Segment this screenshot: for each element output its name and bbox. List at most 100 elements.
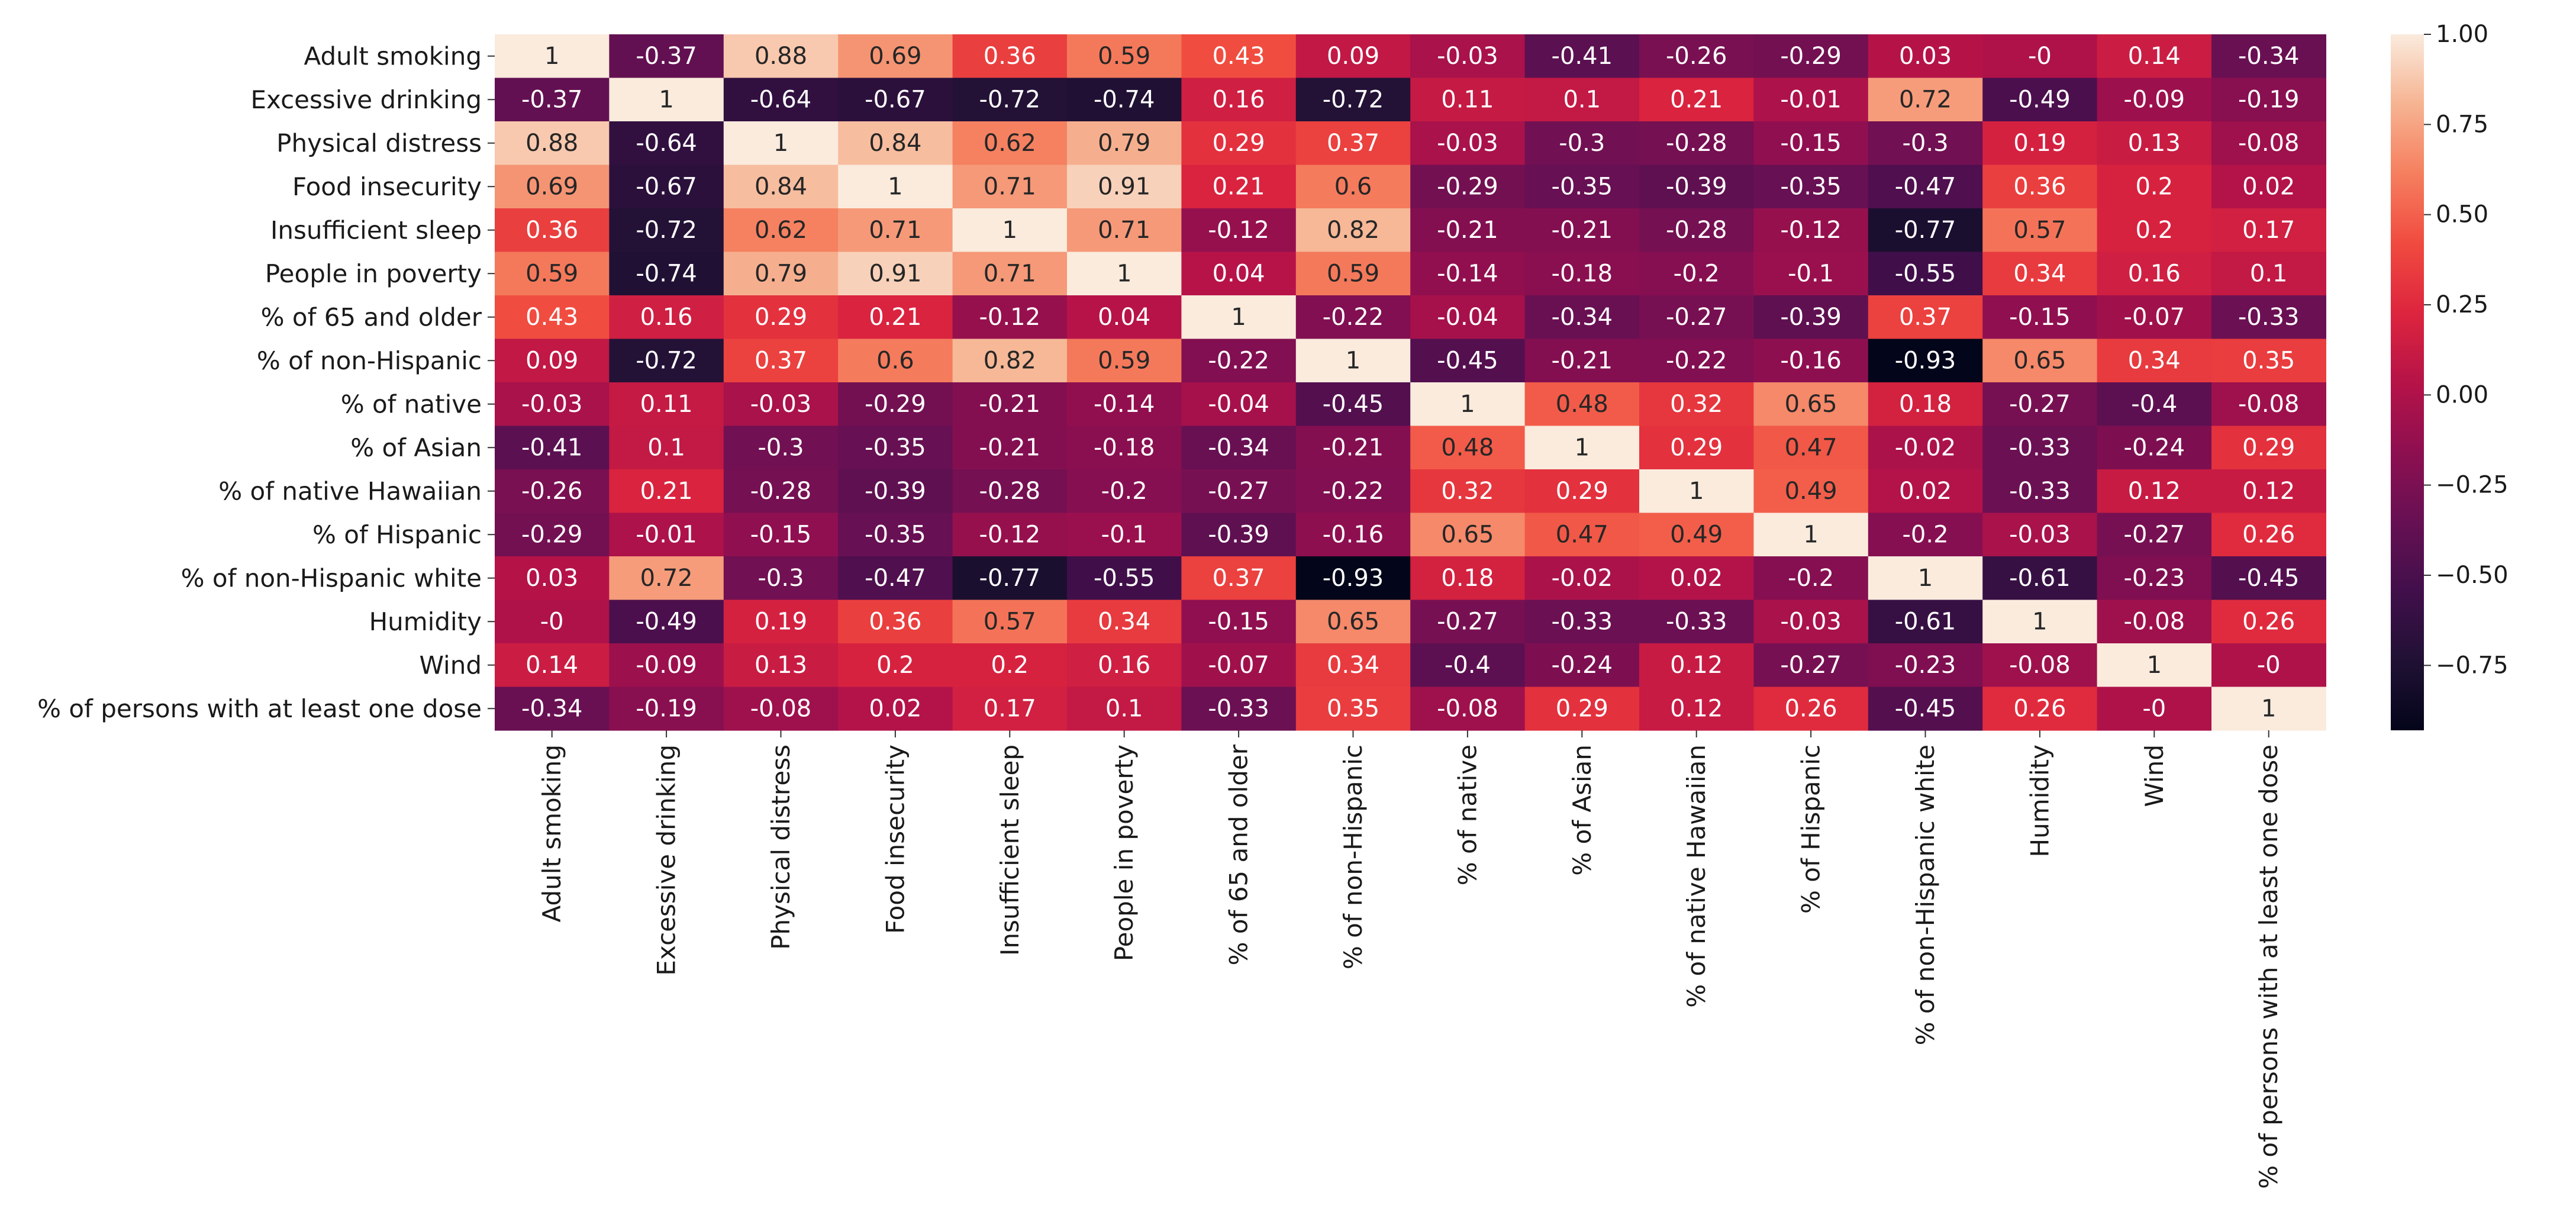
- cell-value-label: 0.2: [2135, 173, 2173, 200]
- cell-value-label: -0.07: [2124, 304, 2185, 331]
- cell-value-label: 0.65: [2013, 347, 2066, 374]
- cell-value-label: 0.59: [1098, 347, 1150, 374]
- heatmap-cell: [2211, 121, 2326, 166]
- cell-value-label: 0.09: [525, 347, 578, 374]
- cell-value-label: -0.1: [1101, 521, 1147, 548]
- heatmap-cell: [2097, 121, 2212, 166]
- heatmap-cell: [2097, 556, 2212, 601]
- cell-value-label: 0.12: [1670, 695, 1723, 722]
- heatmap-cell: [952, 295, 1068, 340]
- cell-value-label: 0.82: [984, 347, 1036, 374]
- heatmap-cell: [2097, 339, 2212, 383]
- cell-value-label: 1: [1117, 260, 1131, 287]
- heatmap-cell: [1410, 687, 1526, 731]
- heatmap-cell: [952, 121, 1068, 166]
- cell-value-label: -0.02: [1552, 565, 1613, 592]
- cell-value-label: 0.26: [2242, 608, 2295, 635]
- heatmap-cell: [1982, 426, 2098, 470]
- y-tick-label: % of persons with at least one dose: [37, 694, 482, 723]
- heatmap-cell: [495, 208, 610, 253]
- cell-value-label: -0.01: [636, 521, 697, 548]
- cell-value-label: -0.26: [1666, 43, 1727, 70]
- heatmap-cell: [1410, 382, 1526, 427]
- cell-value-label: -0.67: [636, 173, 697, 200]
- heatmap-cell: [952, 165, 1068, 209]
- heatmap-cell: [1753, 513, 1869, 557]
- cell-value-label: -0.35: [1780, 173, 1842, 200]
- heatmap-cell: [723, 426, 839, 470]
- cell-value-label: 0.36: [2013, 173, 2066, 200]
- heatmap-cell: [1181, 252, 1297, 296]
- heatmap-cell: [1181, 339, 1297, 383]
- cell-value-label: -0.28: [1666, 130, 1727, 157]
- heatmap-cell: [1982, 34, 2098, 79]
- heatmap-cell: [495, 687, 610, 731]
- heatmap-cell: [1067, 34, 1182, 79]
- cell-value-label: 0.18: [1441, 565, 1494, 592]
- heatmap-cell: [952, 78, 1068, 122]
- heatmap-cell: [1868, 687, 1983, 731]
- cell-value-label: 0.36: [525, 217, 578, 244]
- cell-value-label: -0.24: [1552, 652, 1613, 679]
- heatmap-cell: [1295, 469, 1411, 514]
- colorbar-tick-label: 0.50: [2436, 201, 2488, 228]
- heatmap-cell: [609, 643, 724, 688]
- cell-value-label: 0.34: [1327, 652, 1379, 679]
- y-axis-tick-labels: Adult smoking Excessive drinking Physical …: [37, 41, 495, 723]
- x-tick-label: People in poverty: [1110, 745, 1139, 961]
- heatmap-cell: [723, 121, 839, 166]
- x-tick-label: % of Asian: [1568, 745, 1597, 876]
- heatmap-cell: [1639, 426, 1754, 470]
- cell-value-label: 0.88: [525, 130, 578, 157]
- cell-value-label: 0.16: [1098, 652, 1150, 679]
- heatmap-cell: [1982, 78, 2098, 122]
- cell-value-label: 0.16: [640, 304, 693, 331]
- cell-value-label: -0.33: [1666, 608, 1727, 635]
- cell-value-label: -0.27: [2009, 391, 2071, 418]
- cell-value-label: 0.21: [869, 304, 921, 331]
- heatmap-cell: [1410, 295, 1526, 340]
- cell-value-label: -0.21: [1552, 217, 1613, 244]
- cell-value-label: 1: [1575, 434, 1590, 461]
- cell-value-label: 0.62: [984, 130, 1036, 157]
- cell-value-label: 0.26: [1785, 695, 1837, 722]
- cell-value-label: 0.29: [755, 304, 807, 331]
- cell-value-label: -0.33: [1208, 695, 1269, 722]
- heatmap-cell: [1868, 252, 1983, 296]
- y-tick-label: % of native Hawaiian: [218, 476, 482, 505]
- x-tick-label: Excessive drinking: [652, 745, 681, 976]
- cell-value-label: -0.72: [979, 86, 1041, 113]
- heatmap-cell: [2097, 426, 2212, 470]
- heatmap-cell: [952, 34, 1068, 79]
- cell-value-label: 0.6: [1334, 173, 1372, 200]
- heatmap-cell: [1181, 600, 1297, 644]
- cell-value-label: -0.21: [979, 434, 1041, 461]
- heatmap-cell: [1181, 643, 1297, 688]
- cell-value-label: -0.72: [1323, 86, 1384, 113]
- heatmap-cell: [723, 382, 839, 427]
- heatmap-cell: [1295, 382, 1411, 427]
- heatmap-cell: [952, 643, 1068, 688]
- cell-value-label: -0.16: [1323, 521, 1384, 548]
- heatmap-cell: [2211, 600, 2326, 644]
- cell-value-label: 0.57: [2013, 217, 2066, 244]
- heatmap-cell: [723, 78, 839, 122]
- x-tick-label: Food insecurity: [881, 745, 910, 934]
- heatmap-cell: [1067, 295, 1182, 340]
- cell-value-label: -0.39: [1780, 304, 1842, 331]
- heatmap-cell: [952, 687, 1068, 731]
- heatmap-cell: [1639, 600, 1754, 644]
- x-tick-label: % of non-Hispanic: [1339, 745, 1368, 969]
- heatmap-cell: [723, 295, 839, 340]
- cell-value-label: -0.34: [521, 695, 583, 722]
- heatmap-cell: [723, 208, 839, 253]
- heatmap-cell: [1753, 78, 1869, 122]
- heatmap-cell: [723, 687, 839, 731]
- cell-value-label: -0.22: [1323, 478, 1384, 505]
- x-tick-label: Adult smoking: [537, 745, 566, 923]
- x-tick-label: % of native: [1453, 745, 1482, 885]
- heatmap-cell: [495, 382, 610, 427]
- cell-value-label: -0.24: [2124, 434, 2185, 461]
- heatmap-cell: [1868, 34, 1983, 79]
- cell-value-label: -0.61: [2009, 565, 2071, 592]
